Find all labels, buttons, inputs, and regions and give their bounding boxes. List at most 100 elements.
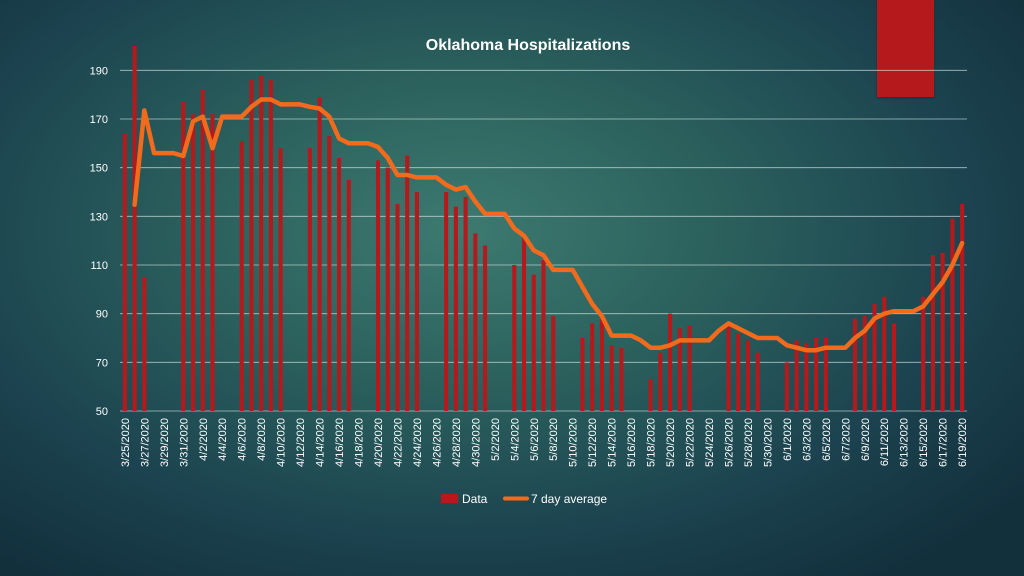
data-bar <box>249 80 254 412</box>
data-bar <box>541 260 546 411</box>
data-bar <box>521 238 527 411</box>
data-bar <box>599 316 604 411</box>
x-tick-label: 5/12/2020 <box>587 418 599 467</box>
data-bar <box>405 155 410 411</box>
data-bar <box>882 296 887 411</box>
y-tick-label: 50 <box>96 406 108 418</box>
x-tick-label: 6/1/2020 <box>782 418 794 461</box>
x-tick-label: 3/25/2020 <box>120 418 132 467</box>
x-tick-label: 4/10/2020 <box>276 418 288 467</box>
x-tick-label: 4/24/2020 <box>412 418 424 467</box>
x-tick-label: 6/19/2020 <box>957 418 969 467</box>
data-bar <box>794 340 799 411</box>
data-bar <box>609 345 614 411</box>
data-bar <box>346 179 351 411</box>
x-tick-label: 5/18/2020 <box>646 418 658 467</box>
x-tick-label: 3/31/2020 <box>178 418 190 467</box>
data-bar <box>960 204 965 411</box>
data-bar <box>852 318 858 411</box>
data-bar <box>580 338 585 411</box>
data-bar <box>648 379 653 411</box>
data-bar <box>385 167 390 411</box>
data-bar <box>940 252 945 411</box>
data-bar <box>181 101 186 411</box>
y-tick-label: 150 <box>90 163 108 175</box>
line-series <box>132 97 965 353</box>
y-tick-label: 110 <box>90 260 108 272</box>
y-tick-label: 90 <box>96 309 108 321</box>
data-bar <box>268 80 273 412</box>
data-bar <box>677 328 682 411</box>
data-bar <box>463 196 468 411</box>
data-bar <box>891 323 897 411</box>
x-tick-label: 5/22/2020 <box>685 418 697 467</box>
y-tick-label: 70 <box>96 357 108 369</box>
data-bar <box>239 140 244 411</box>
y-tick-label: 190 <box>90 65 108 77</box>
x-tick-label: 4/18/2020 <box>354 418 366 467</box>
x-tick-label: 4/14/2020 <box>315 418 327 467</box>
chart-title: Oklahoma Hospitalizations <box>426 37 631 54</box>
x-tick-label: 5/4/2020 <box>509 418 521 461</box>
data-bar <box>200 89 205 412</box>
x-tick-label: 6/15/2020 <box>918 418 930 467</box>
data-bar <box>278 148 283 411</box>
data-bar <box>921 296 926 411</box>
x-tick-label: 4/6/2020 <box>237 418 249 461</box>
legend: Data 7 day average <box>441 492 607 506</box>
y-axis: 50 70 90 110 130 150 170 190 <box>90 65 108 418</box>
x-tick-label: 5/30/2020 <box>762 418 774 467</box>
data-bar <box>668 313 673 411</box>
data-bar <box>862 316 867 411</box>
data-bar <box>531 274 536 411</box>
y-tick-label: 170 <box>90 114 108 126</box>
x-tick-label: 6/7/2020 <box>840 418 852 461</box>
x-tick-label: 5/28/2020 <box>743 418 755 467</box>
bar-series <box>122 46 965 412</box>
data-bar <box>483 245 488 411</box>
data-bar <box>453 206 458 411</box>
x-tick-label: 5/14/2020 <box>607 418 619 467</box>
x-tick-label: 4/30/2020 <box>470 418 482 467</box>
data-bar <box>512 265 517 411</box>
x-axis: 3/25/2020 3/27/2020 3/29/2020 3/31/2020 4/2/… <box>120 418 969 467</box>
x-tick-label: 4/4/2020 <box>217 418 229 461</box>
data-bar <box>872 303 877 411</box>
data-bar <box>337 157 342 411</box>
x-tick-label: 6/11/2020 <box>879 418 891 466</box>
data-bar <box>804 342 809 411</box>
x-tick-label: 3/29/2020 <box>159 418 171 467</box>
x-tick-label: 5/8/2020 <box>548 418 560 461</box>
data-bar <box>414 192 419 411</box>
x-tick-label: 5/6/2020 <box>529 418 541 461</box>
data-bar <box>823 338 828 411</box>
x-tick-label: 5/16/2020 <box>626 418 638 467</box>
data-bar <box>259 75 264 411</box>
data-bar <box>687 325 692 411</box>
data-bar <box>210 114 215 411</box>
data-bar <box>784 362 789 411</box>
x-tick-label: 6/13/2020 <box>899 418 911 467</box>
legend-label-data: Data <box>462 492 488 506</box>
data-bar <box>736 333 741 411</box>
x-tick-label: 4/28/2020 <box>451 418 463 467</box>
data-bar <box>307 148 312 411</box>
x-tick-label: 4/12/2020 <box>295 418 307 467</box>
x-tick-label: 5/20/2020 <box>665 418 677 467</box>
legend-swatch-data <box>441 494 458 503</box>
data-bar <box>745 340 750 411</box>
data-bar <box>327 136 332 412</box>
x-tick-label: 4/16/2020 <box>334 418 346 467</box>
x-tick-label: 3/27/2020 <box>139 418 151 467</box>
data-bar <box>444 192 449 411</box>
data-bar <box>375 160 381 411</box>
x-tick-label: 4/22/2020 <box>392 418 404 467</box>
x-tick-label: 6/3/2020 <box>801 418 813 461</box>
data-bar <box>142 277 147 411</box>
data-bar <box>317 97 322 411</box>
x-tick-label: 5/2/2020 <box>490 418 502 461</box>
x-tick-label: 5/26/2020 <box>723 418 735 467</box>
data-bar <box>755 352 760 411</box>
x-tick-label: 5/10/2020 <box>568 418 580 467</box>
